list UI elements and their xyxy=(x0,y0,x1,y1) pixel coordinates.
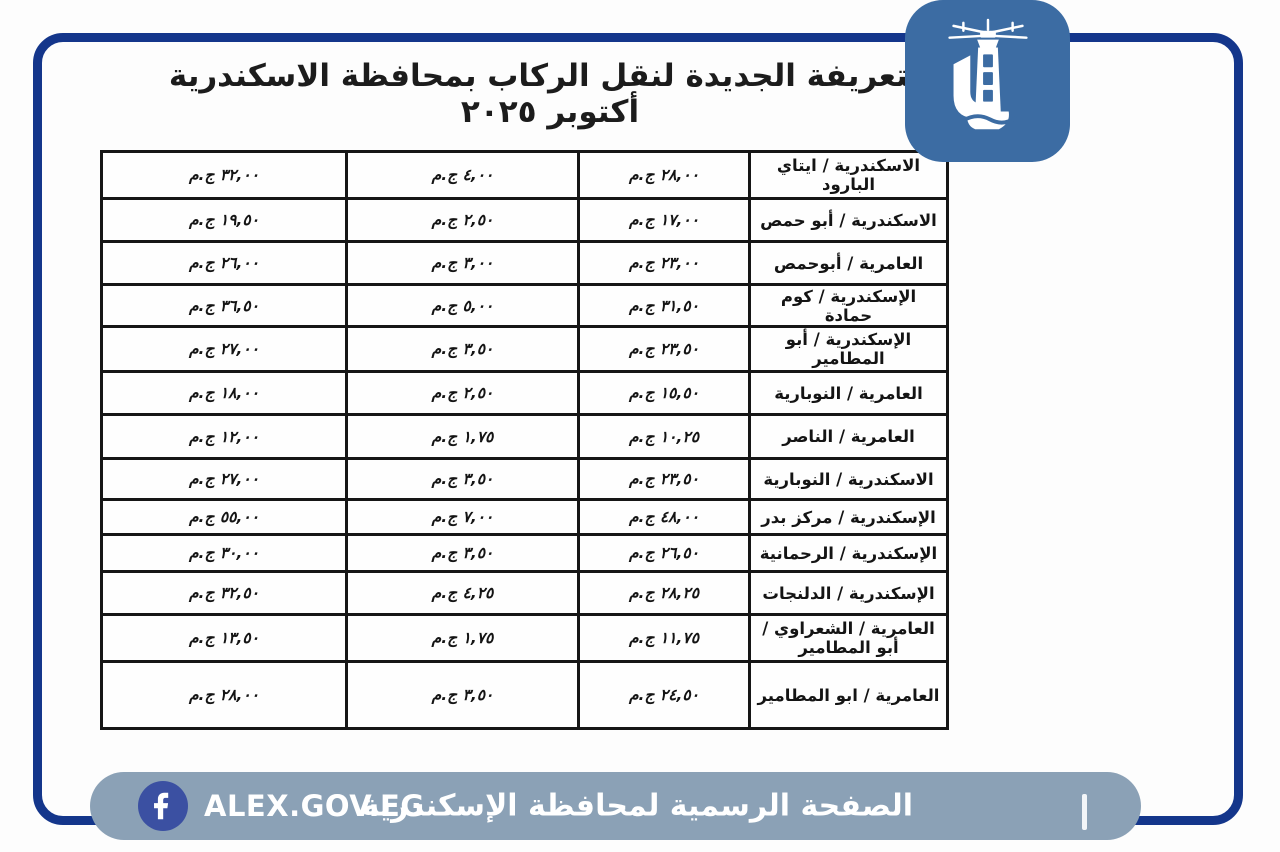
fare-cell: ٢٤,٥٠ ج.م xyxy=(577,660,751,730)
page-title: التعريفة الجديدة لنقل الركاب بمحافظة الا… xyxy=(168,58,932,130)
fare-cell: ٢٨,٢٥ ج.م xyxy=(577,570,751,616)
table-row: الاسكندرية / ايتاي البارود ٢٨,٠٠ ج.م ٤,٠… xyxy=(100,150,949,200)
fare-cell: ١٥,٥٠ ج.م xyxy=(577,370,751,416)
table-row: العامرية / الشعراوي / أبو المطامير ١١,٧٥… xyxy=(100,613,949,663)
fare-cell: ٢٧,٠٠ ج.م xyxy=(100,457,348,501)
fare-cell: ١٣,٥٠ ج.م xyxy=(100,613,348,663)
table-row: الاسكندرية / أبو حمص ١٧,٠٠ ج.م ٢,٥٠ ج.م … xyxy=(100,197,949,243)
lighthouse-icon xyxy=(947,18,1028,130)
fare-cell: ٤٨,٠٠ ج.م xyxy=(577,498,751,536)
route-cell: الإسكندرية / أبو المطامير xyxy=(748,325,949,373)
table-row: العامرية / أبوحمص ٢٣,٠٠ ج.م ٣,٠٠ ج.م ٢٦,… xyxy=(100,240,949,286)
fare-cell: ٢٣,٥٠ ج.م xyxy=(577,325,751,373)
fare-cell: ٥,٠٠ ج.م xyxy=(345,283,580,328)
table-row: العامرية / ابو المطامير ٢٤,٥٠ ج.م ٣,٥٠ ج… xyxy=(100,660,949,730)
fare-cell: ١٧,٠٠ ج.م xyxy=(577,197,751,243)
fare-cell: ٣٠,٠٠ ج.م xyxy=(100,533,348,573)
fare-cell: ٣٢,٠٠ ج.م xyxy=(100,150,348,200)
table-row: الإسكندرية / الرحمانية ٢٦,٥٠ ج.م ٣,٥٠ ج.… xyxy=(100,533,949,573)
fare-cell: ٣١,٥٠ ج.م xyxy=(577,283,751,328)
fare-cell: ٢٣,٠٠ ج.م xyxy=(577,240,751,286)
fare-cell: ٢٧,٠٠ ج.م xyxy=(100,325,348,373)
facebook-icon[interactable] xyxy=(138,781,188,831)
route-cell: الاسكندرية / النوبارية xyxy=(748,457,949,501)
fare-cell: ٢٣,٥٠ ج.م xyxy=(577,457,751,501)
scan-artifact-tick xyxy=(1082,794,1087,830)
route-cell: العامرية / الناصر xyxy=(748,413,949,460)
route-cell: العامرية / النوبارية xyxy=(748,370,949,416)
table-row: الإسكندرية / مركز بدر ٤٨,٠٠ ج.م ٧,٠٠ ج.م… xyxy=(100,498,949,536)
table-row: الإسكندرية / كوم حمادة ٣١,٥٠ ج.م ٥,٠٠ ج.… xyxy=(100,283,949,328)
fare-cell: ٣,٠٠ ج.م xyxy=(345,240,580,286)
fare-cell: ١١,٧٥ ج.م xyxy=(577,613,751,663)
fare-table: الاسكندرية / ايتاي البارود ٢٨,٠٠ ج.م ٤,٠… xyxy=(100,150,949,730)
fare-table-body: الاسكندرية / ايتاي البارود ٢٨,٠٠ ج.م ٤,٠… xyxy=(100,150,949,730)
fare-cell: ٣,٥٠ ج.م xyxy=(345,533,580,573)
table-row: العامرية / الناصر ١٠,٢٥ ج.م ١,٧٥ ج.م ١٢,… xyxy=(100,413,949,460)
fare-cell: ٥٥,٠٠ ج.م xyxy=(100,498,348,536)
fare-cell: ٢٦,٠٠ ج.م xyxy=(100,240,348,286)
fare-cell: ٢,٥٠ ج.م xyxy=(345,197,580,243)
fare-cell: ٢٨,٠٠ ج.م xyxy=(100,660,348,730)
fare-cell: ٣٦,٥٠ ج.م xyxy=(100,283,348,328)
route-cell: العامرية / الشعراوي / أبو المطامير xyxy=(748,613,949,663)
route-cell: الإسكندرية / كوم حمادة xyxy=(748,283,949,328)
route-cell: الإسكندرية / مركز بدر xyxy=(748,498,949,536)
table-row: الإسكندرية / الدلنجات ٢٨,٢٥ ج.م ٤,٢٥ ج.م… xyxy=(100,570,949,616)
fare-cell: ١,٧٥ ج.م xyxy=(345,613,580,663)
fare-cell: ١٠,٢٥ ج.م xyxy=(577,413,751,460)
official-page-label: الصفحة الرسمية لمحافظة الإسكندرية xyxy=(361,788,913,824)
route-cell: الإسكندرية / الدلنجات xyxy=(748,570,949,616)
fare-cell: ١,٧٥ ج.م xyxy=(345,413,580,460)
fare-cell: ١٢,٠٠ ج.م xyxy=(100,413,348,460)
footer-bar: ALEX.GOV.EG الصفحة الرسمية لمحافظة الإسك… xyxy=(90,772,1141,840)
route-cell: العامرية / ابو المطامير xyxy=(748,660,949,730)
fare-cell: ٣,٥٠ ج.م xyxy=(345,325,580,373)
fare-cell: ١٩,٥٠ ج.م xyxy=(100,197,348,243)
table-row: العامرية / النوبارية ١٥,٥٠ ج.م ٢,٥٠ ج.م … xyxy=(100,370,949,416)
alexandria-governorate-logo xyxy=(905,0,1070,162)
route-cell: الاسكندرية / ايتاي البارود xyxy=(748,150,949,200)
fare-cell: ٢٨,٠٠ ج.م xyxy=(577,150,751,200)
fare-cell: ٣,٥٠ ج.م xyxy=(345,457,580,501)
website-label[interactable]: ALEX.GOV.EG xyxy=(204,789,425,823)
route-cell: الاسكندرية / أبو حمص xyxy=(748,197,949,243)
fare-cell: ١٨,٠٠ ج.م xyxy=(100,370,348,416)
table-row: الإسكندرية / أبو المطامير ٢٣,٥٠ ج.م ٣,٥٠… xyxy=(100,325,949,373)
route-cell: العامرية / أبوحمص xyxy=(748,240,949,286)
fare-cell: ٣٢,٥٠ ج.م xyxy=(100,570,348,616)
fare-cell: ٢,٥٠ ج.م xyxy=(345,370,580,416)
fare-cell: ٤,٢٥ ج.م xyxy=(345,570,580,616)
route-cell: الإسكندرية / الرحمانية xyxy=(748,533,949,573)
fare-cell: ٧,٠٠ ج.م xyxy=(345,498,580,536)
fare-cell: ٤,٠٠ ج.م xyxy=(345,150,580,200)
table-row: الاسكندرية / النوبارية ٢٣,٥٠ ج.م ٣,٥٠ ج.… xyxy=(100,457,949,501)
fare-cell: ٣,٥٠ ج.م xyxy=(345,660,580,730)
fare-cell: ٢٦,٥٠ ج.م xyxy=(577,533,751,573)
